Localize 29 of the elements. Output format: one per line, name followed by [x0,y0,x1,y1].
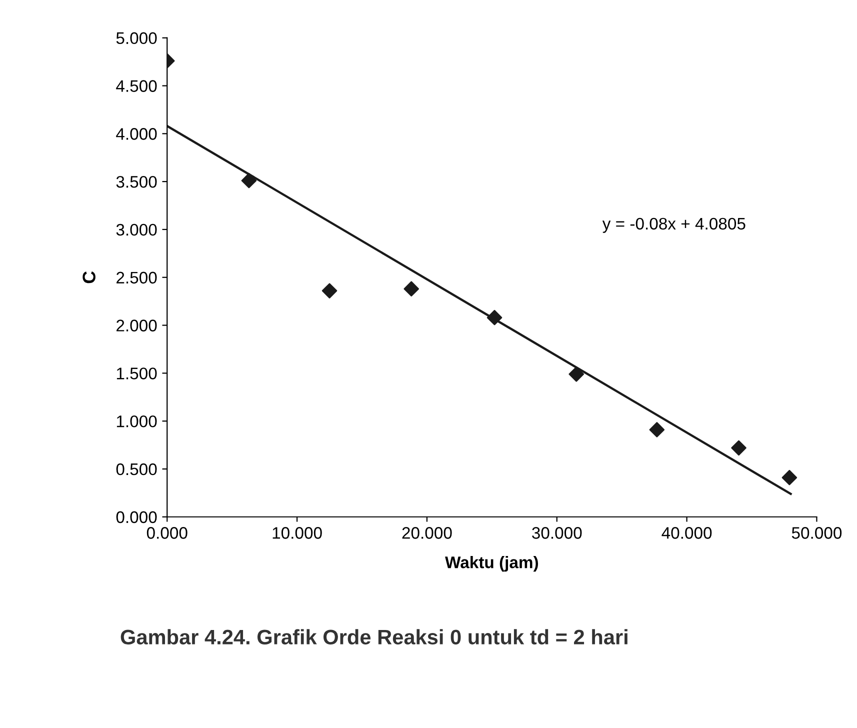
x-axis-title: Waktu (jam) [445,556,538,572]
point [241,172,257,188]
y-tick-label: 1.000 [116,415,157,428]
y-tick-label: 0.000 [116,511,157,524]
point [322,283,338,298]
x-tick-label: 30.000 [532,527,582,539]
y-tick-label: 4.500 [116,80,157,92]
text: Gambar 4.24. Grafik Orde Reaksi 0 untuk td = 2 hari [120,629,628,644]
point [568,366,584,382]
point [486,310,502,326]
point [649,422,665,438]
x-tick-label: 0.000 [146,527,188,539]
y-tick-label: 5.000 [116,32,157,44]
x-tick-label: 20.000 [402,527,452,539]
y-axis-title: C [82,271,96,284]
x-tick-label: 10.000 [272,527,322,539]
y-tick-label: 1.500 [116,368,157,380]
x-tick-label: 40.000 [662,527,712,539]
point [404,281,420,297]
y-tick-label: 4.000 [116,128,157,140]
y-tick-label: 0.500 [116,463,157,476]
y-tick-label: 3.500 [116,176,157,188]
annotation: y = -0.08x + 4.0805 [602,218,746,233]
point [782,470,798,486]
y-tick-label: 2.000 [116,320,157,332]
point [731,440,746,456]
x-tick-label: 50.000 [792,527,842,539]
y-tick-label: 2.500 [116,272,157,284]
y-tick-label: 3.000 [116,224,157,236]
